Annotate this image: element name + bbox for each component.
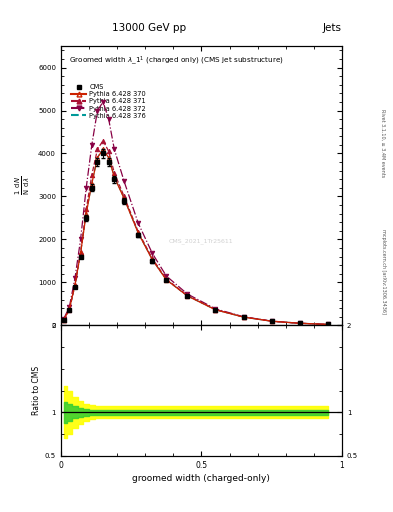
Line: Pythia 6.428 370: Pythia 6.428 370: [61, 147, 330, 327]
Pythia 6.428 372: [107, 116, 111, 122]
Pythia 6.428 376: [67, 307, 72, 313]
Pythia 6.428 376: [61, 317, 66, 323]
Pythia 6.428 376: [95, 154, 100, 160]
Line: Pythia 6.428 371: Pythia 6.428 371: [61, 138, 330, 327]
Pythia 6.428 371: [107, 148, 111, 155]
Pythia 6.428 372: [122, 178, 127, 184]
Pythia 6.428 372: [213, 306, 218, 312]
Pythia 6.428 371: [241, 314, 246, 320]
Pythia 6.428 376: [84, 210, 88, 216]
Pythia 6.428 372: [61, 316, 66, 322]
Pythia 6.428 372: [90, 142, 94, 148]
Pythia 6.428 371: [90, 172, 94, 178]
Pythia 6.428 371: [122, 194, 127, 200]
Pythia 6.428 376: [213, 307, 218, 313]
Pythia 6.428 376: [122, 195, 127, 201]
Line: Pythia 6.428 372: Pythia 6.428 372: [61, 100, 330, 327]
Text: CMS_2021_1Tr25611: CMS_2021_1Tr25611: [169, 239, 234, 244]
Pythia 6.428 370: [101, 146, 105, 152]
Pythia 6.428 371: [95, 146, 100, 152]
Pythia 6.428 371: [112, 170, 117, 176]
Pythia 6.428 371: [213, 307, 218, 313]
Pythia 6.428 370: [298, 320, 302, 326]
Pythia 6.428 370: [107, 155, 111, 161]
Text: 13000 GeV pp: 13000 GeV pp: [112, 23, 186, 33]
Pythia 6.428 372: [67, 304, 72, 310]
Pythia 6.428 371: [269, 318, 274, 324]
Pythia 6.428 372: [185, 291, 190, 297]
Pythia 6.428 372: [136, 220, 141, 226]
Pythia 6.428 370: [67, 306, 72, 312]
Pythia 6.428 371: [185, 292, 190, 298]
Pythia 6.428 376: [101, 146, 105, 152]
X-axis label: groomed width (charged-only): groomed width (charged-only): [132, 474, 270, 483]
Pythia 6.428 370: [122, 196, 127, 202]
Pythia 6.428 372: [95, 108, 100, 114]
Pythia 6.428 370: [269, 318, 274, 324]
Pythia 6.428 370: [164, 277, 169, 283]
Legend: CMS, Pythia 6.428 370, Pythia 6.428 371, Pythia 6.428 372, Pythia 6.428 376: CMS, Pythia 6.428 370, Pythia 6.428 371,…: [70, 83, 147, 120]
Pythia 6.428 376: [164, 276, 169, 283]
Pythia 6.428 372: [101, 99, 105, 105]
Pythia 6.428 371: [84, 206, 88, 212]
Pythia 6.428 370: [90, 181, 94, 187]
Pythia 6.428 370: [84, 210, 88, 217]
Pythia 6.428 370: [78, 250, 83, 256]
Pythia 6.428 371: [136, 229, 141, 235]
Pythia 6.428 370: [95, 155, 100, 161]
Pythia 6.428 370: [241, 314, 246, 320]
Pythia 6.428 370: [61, 317, 66, 323]
Pythia 6.428 371: [78, 249, 83, 255]
Pythia 6.428 371: [101, 138, 105, 144]
Pythia 6.428 372: [73, 275, 77, 281]
Pythia 6.428 372: [269, 318, 274, 324]
Pythia 6.428 376: [90, 180, 94, 186]
Pythia 6.428 370: [325, 322, 330, 328]
Pythia 6.428 371: [67, 307, 72, 313]
Pythia 6.428 376: [150, 257, 154, 263]
Pythia 6.428 372: [78, 237, 83, 243]
Pythia 6.428 372: [325, 322, 330, 328]
Pythia 6.428 370: [136, 230, 141, 236]
Pythia 6.428 370: [73, 282, 77, 288]
Pythia 6.428 370: [185, 293, 190, 299]
Pythia 6.428 376: [112, 174, 117, 180]
Pythia 6.428 372: [112, 146, 117, 152]
Pythia 6.428 376: [269, 318, 274, 324]
Pythia 6.428 376: [241, 314, 246, 320]
Pythia 6.428 371: [61, 317, 66, 323]
Pythia 6.428 376: [298, 320, 302, 326]
Text: Rivet 3.1.10, ≥ 3.4M events: Rivet 3.1.10, ≥ 3.4M events: [381, 109, 386, 178]
Pythia 6.428 372: [164, 273, 169, 279]
Pythia 6.428 372: [241, 314, 246, 320]
Pythia 6.428 372: [84, 185, 88, 191]
Pythia 6.428 376: [78, 250, 83, 256]
Pythia 6.428 372: [298, 320, 302, 326]
Pythia 6.428 370: [213, 307, 218, 313]
Pythia 6.428 376: [185, 293, 190, 299]
Pythia 6.428 371: [298, 320, 302, 326]
Line: Pythia 6.428 376: Pythia 6.428 376: [64, 149, 328, 325]
Text: Jets: Jets: [323, 23, 342, 33]
Pythia 6.428 371: [150, 255, 154, 262]
Pythia 6.428 371: [73, 282, 77, 288]
Pythia 6.428 376: [325, 322, 330, 328]
Pythia 6.428 372: [150, 250, 154, 256]
Y-axis label: Ratio to CMS: Ratio to CMS: [32, 366, 41, 415]
Pythia 6.428 376: [107, 154, 111, 160]
Pythia 6.428 371: [325, 322, 330, 328]
Text: Groomed width $\lambda\_1^1$ (charged only) (CMS jet substructure): Groomed width $\lambda\_1^1$ (charged on…: [69, 54, 284, 67]
Pythia 6.428 370: [150, 257, 154, 263]
Text: mcplots.cern.ch [arXiv:1306.3436]: mcplots.cern.ch [arXiv:1306.3436]: [381, 229, 386, 314]
Pythia 6.428 376: [73, 282, 77, 288]
Pythia 6.428 371: [164, 276, 169, 282]
Y-axis label: $\frac{1}{\mathrm{N}}\,\frac{\mathrm{d}N}{\mathrm{d}\lambda}$: $\frac{1}{\mathrm{N}}\,\frac{\mathrm{d}N…: [14, 176, 33, 196]
Pythia 6.428 376: [136, 230, 141, 236]
Pythia 6.428 370: [112, 174, 117, 180]
